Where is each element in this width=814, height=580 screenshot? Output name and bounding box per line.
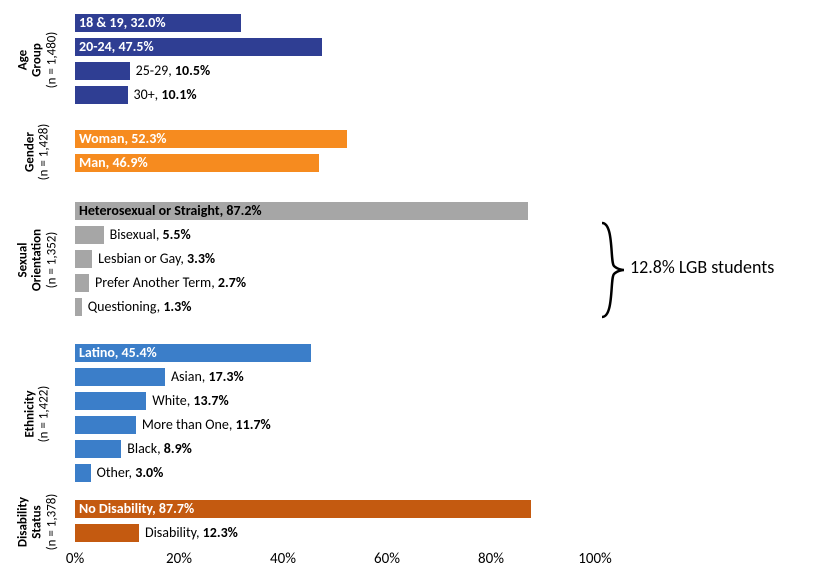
bar-label: Questioning, 1.3%: [88, 298, 192, 316]
bar-label: Asian, 17.3%: [171, 368, 244, 386]
bar: [75, 524, 139, 542]
bar: [75, 250, 92, 268]
x-axis: 0%20%40%60%80%100%: [75, 550, 595, 580]
bar: [75, 368, 165, 386]
bar-label: Man, 46.9%: [79, 154, 148, 172]
group-label-ethnicity: Ethnicity(n = 1,422): [0, 342, 75, 486]
bar-row: Lesbian or Gay, 3.3%: [75, 248, 595, 270]
bar-label: White, 13.7%: [152, 392, 228, 410]
bar: [75, 62, 130, 80]
group-disability: DisabilityStatus(n = 1,378)No Disability…: [0, 498, 814, 546]
x-tick: 40%: [270, 550, 296, 568]
bar-row: Heterosexual or Straight, 87.2%: [75, 200, 595, 222]
group-label-gender: Gender(n = 1,428): [0, 128, 75, 176]
bar-label: Disability, 12.3%: [145, 524, 238, 542]
bar: [75, 464, 91, 482]
bar-label: Other, 3.0%: [97, 464, 164, 482]
bar-label: More than One, 11.7%: [142, 416, 271, 434]
group-ethnicity: Ethnicity(n = 1,422)Latino, 45.4% Asian, …: [0, 342, 814, 486]
bar: [75, 416, 136, 434]
x-tick: 0%: [66, 550, 84, 568]
plot-sexual: Heterosexual or Straight, 87.2% Bisexual,…: [75, 200, 595, 320]
bar: [75, 298, 82, 316]
bar-row: Man, 46.9%: [75, 152, 595, 174]
group-label-age: AgeGroup(n = 1,480): [0, 12, 75, 108]
bar: [75, 440, 121, 458]
bar-label: Black, 8.9%: [127, 440, 192, 458]
bar-row: Other, 3.0%: [75, 462, 595, 484]
bar-label: Latino, 45.4%: [79, 344, 157, 362]
bar-row: Latino, 45.4%: [75, 342, 595, 364]
x-tick: 100%: [578, 550, 612, 568]
bar-row: Disability, 12.3%: [75, 522, 595, 544]
bar-row: Black, 8.9%: [75, 438, 595, 460]
plot-gender: Woman, 52.3% Man, 46.9%: [75, 128, 595, 176]
bar-row: Prefer Another Term, 2.7%: [75, 272, 595, 294]
bar-row: 20-24, 47.5%: [75, 36, 595, 58]
bar-label: 25-29, 10.5%: [136, 62, 211, 80]
bar: [75, 86, 128, 104]
bar: [75, 392, 146, 410]
group-label-disability: DisabilityStatus(n = 1,378): [0, 498, 75, 546]
bar-label: Heterosexual or Straight, 87.2%: [79, 202, 262, 220]
bar-row: 30+, 10.1%: [75, 84, 595, 106]
bar: [75, 274, 89, 292]
x-tick: 60%: [374, 550, 400, 568]
x-tick: 20%: [166, 550, 192, 568]
bar-label: 30+, 10.1%: [134, 86, 197, 104]
plot-disability: No Disability, 87.7% Disability, 12.3%: [75, 498, 595, 546]
bar-row: 25-29, 10.5%: [75, 60, 595, 82]
group-gender: Gender(n = 1,428)Woman, 52.3% Man, 46.9%: [0, 128, 814, 176]
curly-brace-icon: [600, 221, 626, 319]
plot-age: 18 & 19, 32.0% 20-24, 47.5% 25-29, 10.5% 30…: [75, 12, 595, 108]
lgb-annotation: 12.8% LGB students: [630, 256, 774, 278]
bar-label: Prefer Another Term, 2.7%: [95, 274, 246, 292]
bar-row: No Disability, 87.7%: [75, 498, 595, 520]
plot-ethnicity: Latino, 45.4% Asian, 17.3% White, 13.7% Mor…: [75, 342, 595, 486]
bar-label: Bisexual, 5.5%: [110, 226, 191, 244]
bar-label: 18 & 19, 32.0%: [79, 14, 166, 32]
bar-row: Woman, 52.3%: [75, 128, 595, 150]
x-tick: 80%: [478, 550, 504, 568]
bar-label: No Disability, 87.7%: [79, 500, 194, 518]
group-label-sexual: SexualOrientation(n = 1,352): [0, 200, 75, 320]
bar-label: 20-24, 47.5%: [79, 38, 154, 56]
group-age: AgeGroup(n = 1,480)18 & 19, 32.0% 20-24, …: [0, 12, 814, 108]
bar: [75, 226, 104, 244]
bar-row: More than One, 11.7%: [75, 414, 595, 436]
bar-row: Asian, 17.3%: [75, 366, 595, 388]
bar-row: White, 13.7%: [75, 390, 595, 412]
bar-label: Lesbian or Gay, 3.3%: [98, 250, 215, 268]
bar-row: Bisexual, 5.5%: [75, 224, 595, 246]
bar-row: 18 & 19, 32.0%: [75, 12, 595, 34]
bar-row: Questioning, 1.3%: [75, 296, 595, 318]
bar-label: Woman, 52.3%: [79, 130, 167, 148]
